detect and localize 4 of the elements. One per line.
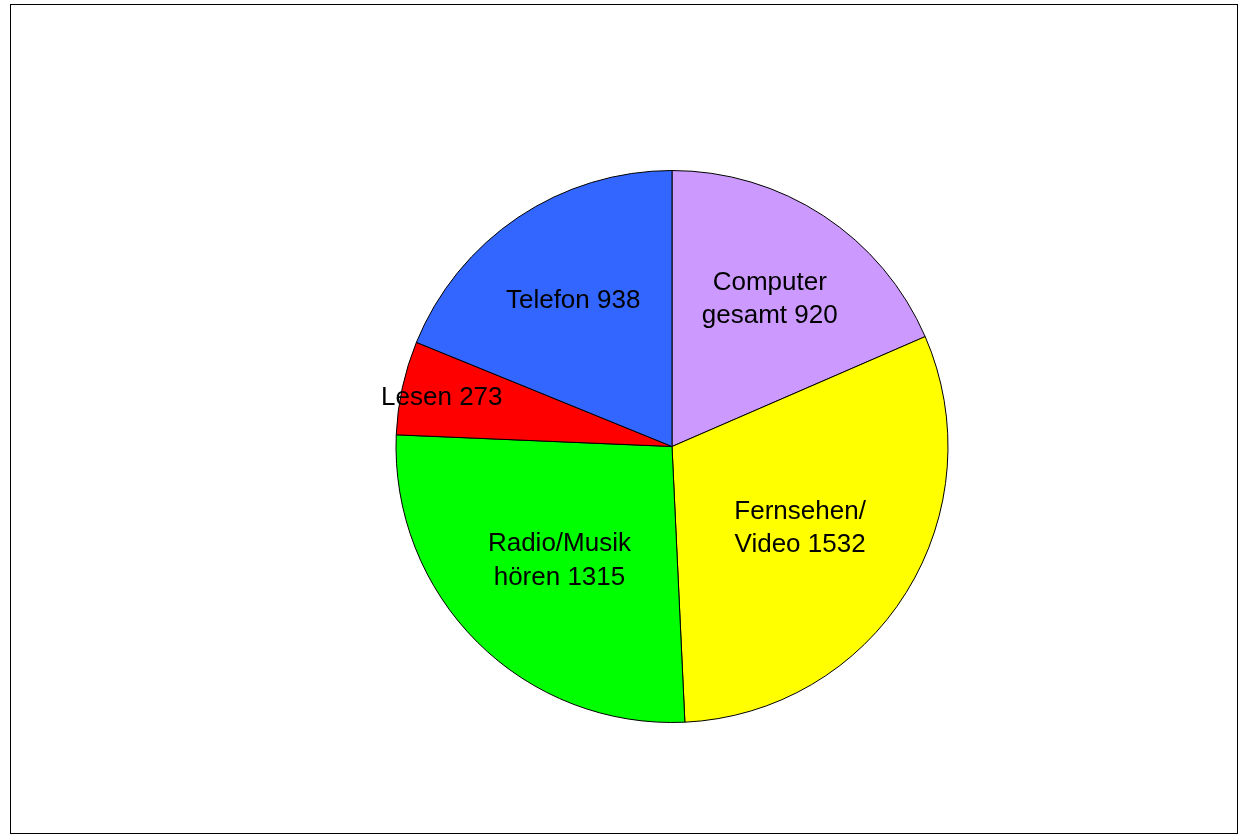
slice-label: Fernsehen/ Video 1532 [734, 494, 867, 559]
slice-label: Radio/Musik hören 1315 [487, 527, 632, 591]
slice-label: Computer gesamt 920 [701, 265, 838, 330]
slice-label: Telefon 938 [505, 284, 641, 315]
